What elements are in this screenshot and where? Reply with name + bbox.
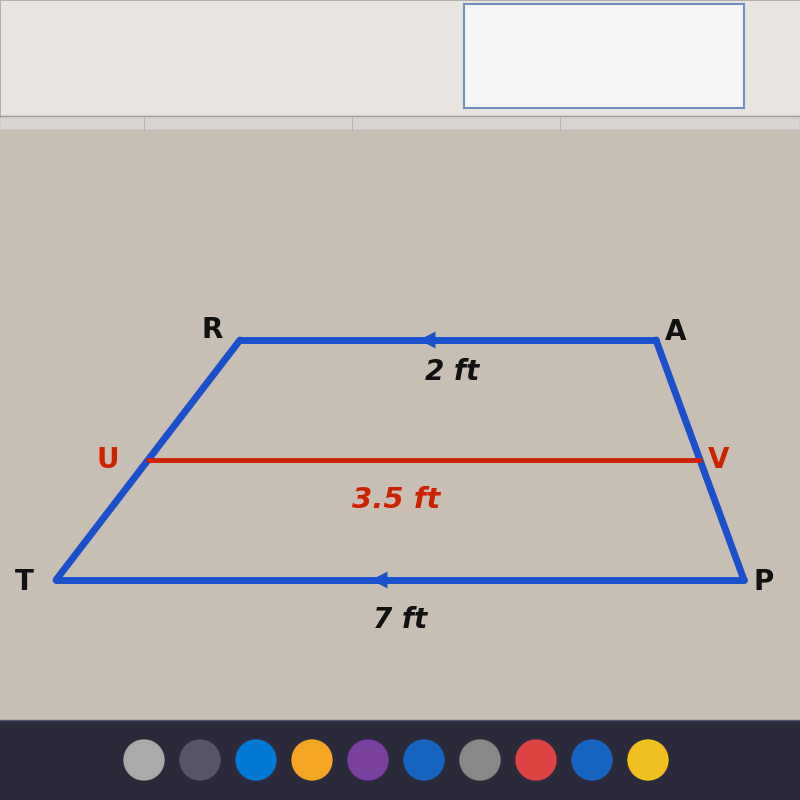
- Text: 2: 2: [350, 118, 354, 128]
- Text: R: R: [202, 315, 222, 344]
- Text: 3: 3: [558, 118, 562, 128]
- Text: A: A: [666, 318, 686, 346]
- Text: T: T: [14, 568, 34, 596]
- Bar: [464, 4, 744, 108]
- Text: Title: Title: [667, 94, 687, 104]
- Circle shape: [292, 740, 332, 780]
- Circle shape: [460, 740, 500, 780]
- Text: Mailings: Mailings: [256, 51, 307, 64]
- Bar: [0, 116, 800, 130]
- Text: Layout: Layout: [92, 51, 134, 64]
- Circle shape: [572, 740, 612, 780]
- Text: AaBbCc: AaBbCc: [574, 71, 612, 81]
- Text: 2 ft: 2 ft: [425, 358, 479, 386]
- Text: Design: Design: [36, 51, 79, 64]
- Circle shape: [628, 740, 668, 780]
- Text: References: References: [172, 51, 242, 64]
- Text: A • ℓ • A̅: A • ℓ • A̅: [8, 103, 55, 113]
- Circle shape: [124, 740, 164, 780]
- Text: AaB: AaB: [668, 69, 698, 83]
- Text: P: P: [754, 568, 774, 596]
- Text: Heading 1: Heading 1: [572, 94, 618, 104]
- Text: A²  Aa▾  Ap: A² Aa▾ Ap: [8, 79, 69, 89]
- Text: Help: Help: [448, 51, 477, 64]
- Text: Review: Review: [328, 51, 373, 64]
- Text: 7 ft: 7 ft: [373, 606, 427, 634]
- Text: AaBbCcDc: AaBbCcDc: [528, 71, 578, 81]
- Bar: [0, 0, 800, 116]
- Circle shape: [348, 740, 388, 780]
- Text: U: U: [97, 446, 119, 474]
- Bar: [0, 130, 800, 720]
- Text: View: View: [392, 51, 422, 64]
- Text: Heading 2: Heading 2: [614, 94, 661, 104]
- Text: 3.5 ft: 3.5 ft: [352, 486, 440, 514]
- Text: ¶ Normal: ¶ Normal: [474, 94, 516, 104]
- Bar: [0, 720, 800, 800]
- Circle shape: [516, 740, 556, 780]
- Circle shape: [404, 740, 444, 780]
- Text: D'Fo: D'Fo: [744, 727, 766, 737]
- Text: V: V: [708, 446, 729, 474]
- Text: AaBbCcE: AaBbCcE: [614, 71, 658, 81]
- Text: ¶ No Spac...: ¶ No Spac...: [521, 94, 575, 104]
- Circle shape: [180, 740, 220, 780]
- Text: 1: 1: [142, 118, 146, 128]
- Circle shape: [236, 740, 276, 780]
- Text: AaBbCcDc: AaBbCcDc: [474, 71, 525, 81]
